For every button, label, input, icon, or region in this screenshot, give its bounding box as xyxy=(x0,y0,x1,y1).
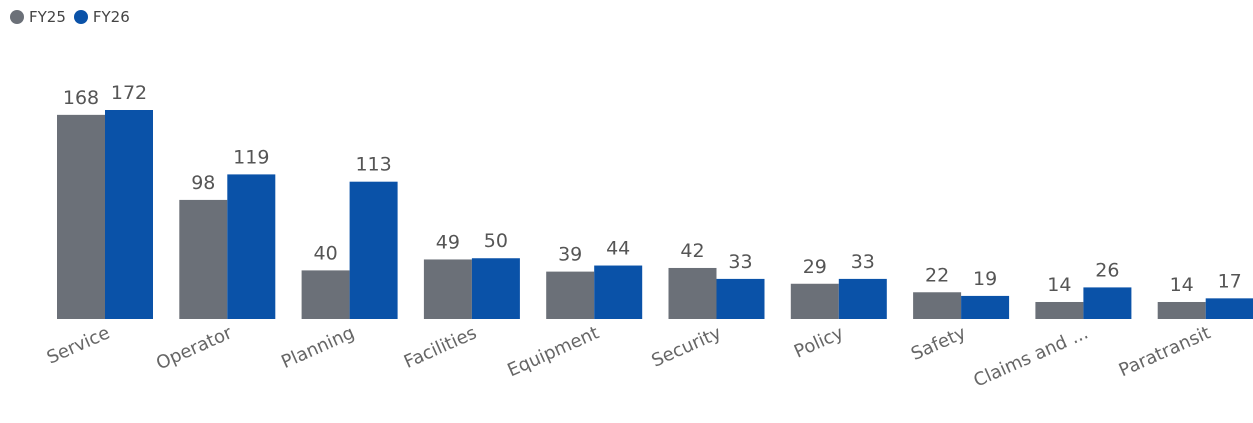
data-label-fy26-planning: 113 xyxy=(355,154,391,176)
legend: FY25 FY26 xyxy=(10,8,138,26)
data-label-fy26-facilities: 50 xyxy=(484,230,508,252)
bar-fy26-operator[interactable] xyxy=(227,174,276,319)
bar-fy25-policy[interactable] xyxy=(790,283,839,319)
bar-fy25-equipment[interactable] xyxy=(546,271,595,319)
data-label-fy25-safety: 22 xyxy=(925,264,949,286)
data-label-fy25-equipment: 39 xyxy=(558,244,582,266)
bar-fy26-planning[interactable] xyxy=(349,181,398,319)
category-label-policy: Policy xyxy=(791,322,847,362)
category-label-equipment: Equipment xyxy=(504,322,602,381)
category-label-planning: Planning xyxy=(278,322,357,373)
bar-fy25-facilities[interactable] xyxy=(423,259,472,319)
category-label-operator: Operator xyxy=(153,322,236,374)
legend-item-fy26[interactable]: FY26 xyxy=(73,8,130,26)
category-label-service: Service xyxy=(44,322,113,368)
bar-fy26-claims-and[interactable] xyxy=(1083,287,1132,319)
bar-fy25-claims-and[interactable] xyxy=(1035,301,1084,319)
bar-fy25-safety[interactable] xyxy=(913,292,962,319)
legend-label-fy25: FY25 xyxy=(29,8,66,26)
data-label-fy25-paratransit: 14 xyxy=(1170,274,1194,296)
data-label-fy25-security: 42 xyxy=(680,240,704,262)
bar-fy25-paratransit[interactable] xyxy=(1157,301,1206,319)
category-label-paratransit: Paratransit xyxy=(1116,322,1214,381)
category-label-safety: Safety xyxy=(908,322,969,365)
bar-fy25-service[interactable] xyxy=(57,114,105,319)
data-label-fy25-planning: 40 xyxy=(314,242,338,264)
legend-dot-fy26 xyxy=(73,10,88,24)
data-label-fy25-facilities: 49 xyxy=(436,231,460,253)
legend-label-fy26: FY26 xyxy=(92,8,130,26)
data-label-fy25-service: 168 xyxy=(63,87,99,109)
legend-dot-fy25 xyxy=(10,10,24,24)
data-label-fy26-policy: 33 xyxy=(851,251,875,273)
data-label-fy25-claims-and: 14 xyxy=(1047,274,1071,296)
data-label-fy25-operator: 98 xyxy=(191,172,215,194)
data-label-fy25-policy: 29 xyxy=(803,256,827,278)
data-label-fy26-equipment: 44 xyxy=(606,238,630,260)
bar-fy25-security[interactable] xyxy=(668,267,717,319)
legend-item-fy25[interactable]: FY25 xyxy=(10,8,66,26)
data-label-fy26-safety: 19 xyxy=(973,268,997,290)
bar-fy26-policy[interactable] xyxy=(838,278,887,319)
data-label-fy26-claims-and: 26 xyxy=(1095,259,1119,281)
category-label-claims-and: Claims and ... xyxy=(971,322,1092,391)
data-label-fy26-operator: 119 xyxy=(233,146,269,168)
bar-fy26-service[interactable] xyxy=(105,110,153,319)
data-label-fy26-service: 172 xyxy=(111,82,147,104)
category-label-security: Security xyxy=(648,322,724,371)
data-label-fy26-security: 33 xyxy=(728,251,752,273)
bar-fy26-paratransit[interactable] xyxy=(1205,298,1253,319)
bar-fy25-planning[interactable] xyxy=(301,270,350,319)
bar-fy26-facilities[interactable] xyxy=(471,258,520,319)
bar-fy26-safety[interactable] xyxy=(961,295,1010,319)
bar-fy25-operator[interactable] xyxy=(179,199,228,319)
bar-fy26-equipment[interactable] xyxy=(594,265,643,319)
bar-fy26-security[interactable] xyxy=(716,278,765,319)
category-label-facilities: Facilities xyxy=(401,322,480,373)
data-label-fy26-paratransit: 17 xyxy=(1218,270,1242,292)
